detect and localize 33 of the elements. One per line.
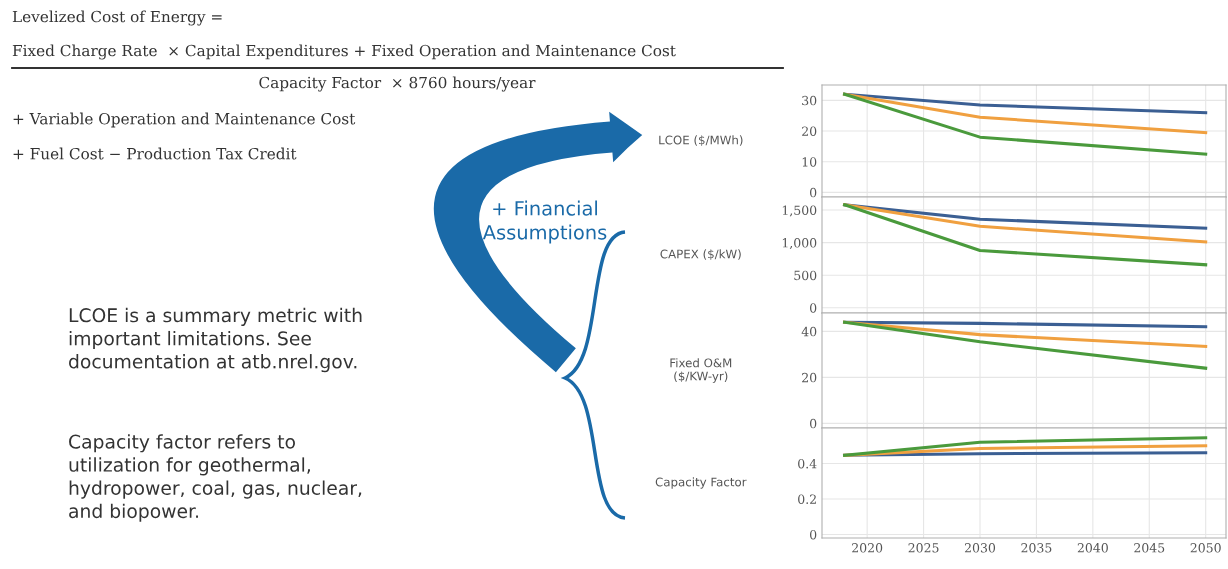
y-axis-title: Capacity Factor [655, 477, 747, 489]
y-tick-label: 10 [802, 157, 817, 167]
text: + Variable Operation and Maintenance Cost [13, 112, 356, 128]
y-axis-title: CAPEX ($/kW) [660, 249, 741, 260]
x-tick-label: 2025 [908, 543, 939, 553]
y-axis-title: Fixed O&M ($/KW-yr) [670, 358, 732, 383]
y-tick-label: 20 [802, 372, 817, 383]
y-axis-title: LCOE ($/MWh) [659, 135, 743, 146]
text: LCOE is a summary metric with important limitations. See documentation at atb.nrel.gov. [69, 307, 362, 373]
y-tick-label: 0 [810, 418, 817, 429]
y-tick-label: 500 [794, 270, 817, 281]
y-tick-label: 0.2 [798, 494, 816, 504]
x-tick-label: 2045 [1134, 543, 1165, 553]
x-tick-label: 2035 [1021, 543, 1052, 553]
y-tick-label: 0 [810, 303, 817, 313]
y-tick-label: 20 [802, 126, 817, 136]
text: Fixed Charge Rate × Capital Expenditures + Fixed Operation and Maintenance Cost [12, 44, 676, 60]
y-tick-label: 0 [810, 529, 817, 540]
text: Capacity factor refers to utilization for geothermal, hydropower, coal, gas, nuclear, and biopower. [69, 434, 362, 522]
y-tick-label: 40 [801, 326, 817, 337]
text: + Financial Assumptions [482, 200, 607, 244]
y-tick-label: 0.4 [798, 458, 817, 469]
y-tick-label: 0 [810, 187, 817, 198]
text: Levelized Cost of Energy = [12, 10, 222, 26]
x-tick-label: 2050 [1190, 543, 1221, 553]
y-tick-label: 30 [802, 95, 817, 106]
x-tick-label: 2020 [852, 543, 883, 553]
x-tick-label: 2040 [1077, 543, 1108, 553]
y-tick-label: 1,500 [782, 205, 817, 217]
text: Capacity Factor × 8760 hours/year [259, 76, 536, 92]
x-tick-label: 2030 [964, 543, 996, 553]
y-tick-label: 1,000 [782, 238, 817, 250]
text: + Fuel Cost − Production Tax Credit [13, 147, 297, 160]
